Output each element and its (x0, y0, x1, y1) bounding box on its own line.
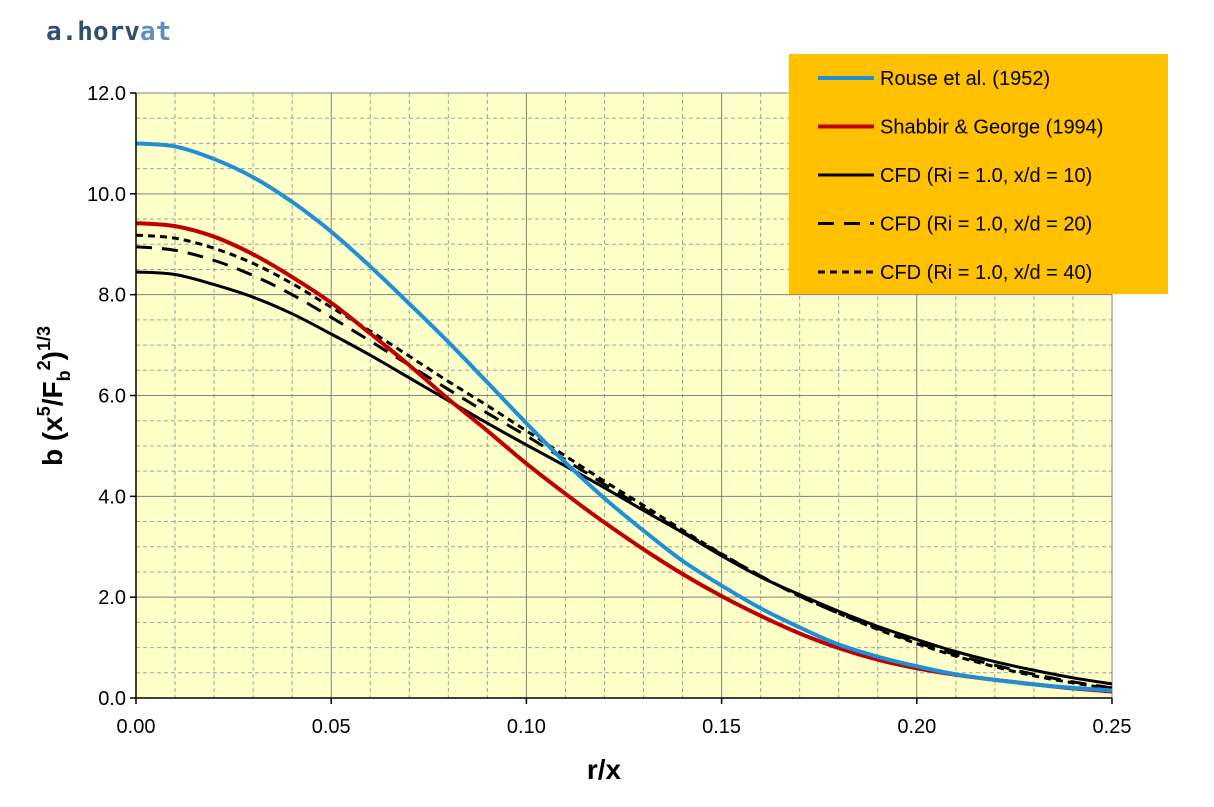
legend-label-1: Shabbir & George (1994) (880, 117, 1103, 139)
x-tick-label: 0.25 (1093, 716, 1132, 738)
y-tick-label: 6.0 (98, 386, 126, 408)
legend-label-4: CFD (Ri = 1.0, x/d = 40) (880, 262, 1092, 284)
x-tick-label: 0.00 (117, 716, 156, 738)
series-line-2 (135, 270, 1113, 686)
x-axis-title: r/x (587, 754, 622, 785)
y-axis-title-sub-b: b (54, 370, 74, 381)
y-axis-title-paren: ) (37, 351, 68, 360)
x-tick-labels: 0.00 0.05 0.10 0.15 0.20 0.25 (117, 698, 1132, 738)
y-tick-label: 10.0 (87, 184, 126, 206)
y-axis-title-sup-5: 5 (34, 406, 54, 416)
legend-label-0: Rouse et al. (1952) (880, 68, 1050, 90)
y-tick-label: 0.0 (98, 688, 126, 710)
y-tick-label: 8.0 (98, 285, 126, 307)
y-tick-label: 12.0 (87, 83, 126, 105)
legend: Rouse et al. (1952) Shabbir & George (199… (789, 54, 1168, 294)
series-line-3 (135, 245, 1113, 690)
series-layer (135, 141, 1113, 694)
y-tick-labels: 0.0 2.0 4.0 6.0 8.0 10.0 12.0 (87, 83, 136, 710)
brand-logo: a.horvat (46, 17, 171, 47)
brand-logo-part2: at (140, 17, 171, 47)
legend-label-2: CFD (Ri = 1.0, x/d = 10) (880, 165, 1092, 187)
y-tick-label: 2.0 (98, 587, 126, 609)
legend-label-3: CFD (Ri = 1.0, x/d = 20) (880, 214, 1092, 236)
x-tick-label: 0.10 (507, 716, 546, 738)
series-line-0 (135, 141, 1113, 693)
brand-logo-part1: a.horv (46, 17, 140, 47)
y-axis-title-base: b (x (37, 416, 68, 466)
x-tick-label: 0.05 (312, 716, 351, 738)
x-tick-label: 0.20 (897, 716, 936, 738)
y-axis-title-sup-2: 2 (34, 360, 54, 370)
y-axis-title: b (x5/Fb2)1/3 (34, 326, 74, 466)
y-axis-title-sup-third: 1/3 (34, 326, 54, 351)
x-tick-label: 0.15 (702, 716, 741, 738)
y-axis-title-fb: /F (37, 381, 68, 406)
y-tick-label: 4.0 (98, 486, 126, 508)
